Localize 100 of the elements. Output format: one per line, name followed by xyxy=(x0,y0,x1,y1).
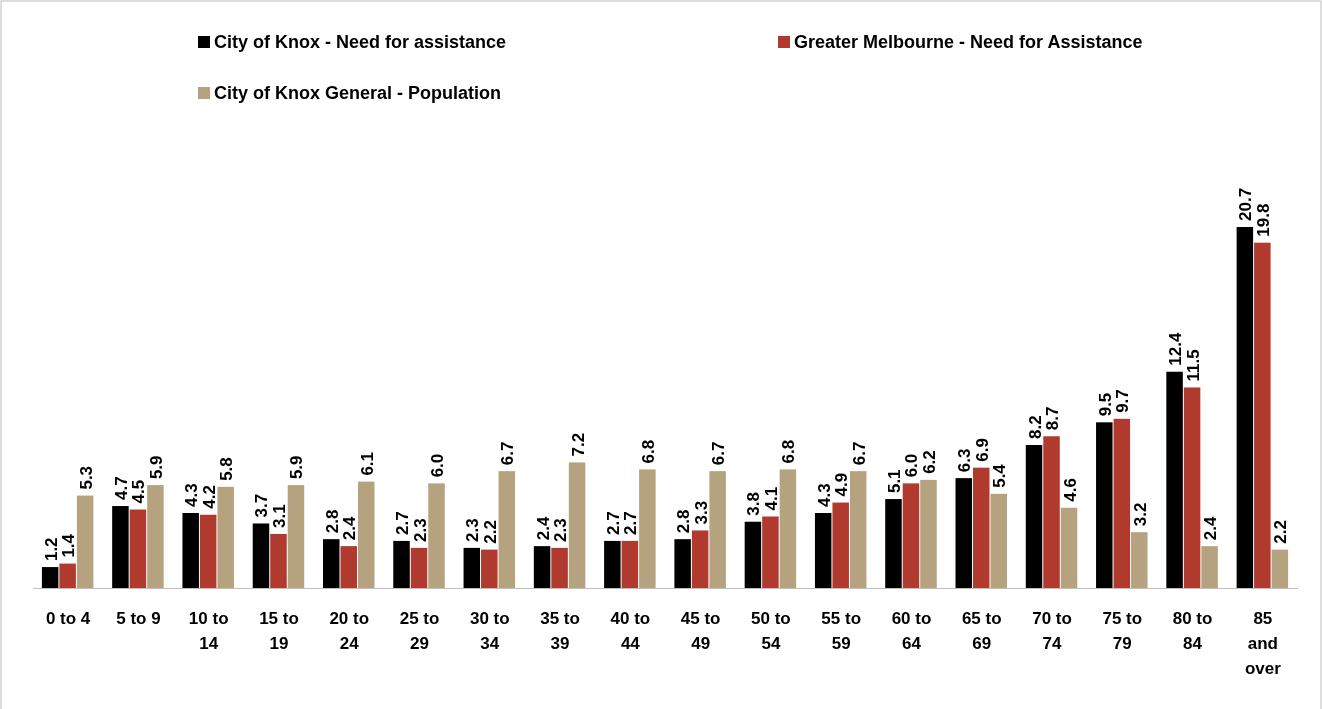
data-label: 2.7 xyxy=(393,511,413,535)
bar xyxy=(1060,507,1078,588)
data-label: 6.0 xyxy=(902,453,922,478)
bar xyxy=(41,567,59,588)
bar xyxy=(1096,422,1113,588)
bar xyxy=(340,546,357,588)
data-label: 20.7 xyxy=(1236,187,1256,221)
x-tick-label: 5 to 9 xyxy=(116,609,161,628)
bar xyxy=(885,499,902,588)
x-tick-label: 80 to 84 xyxy=(1172,609,1213,653)
bar xyxy=(990,493,1007,588)
data-label: 8.7 xyxy=(1043,406,1063,431)
x-tick-label: 75 to 79 xyxy=(1102,609,1143,653)
data-label: 3.7 xyxy=(252,493,272,518)
x-tick-label: 15 to 19 xyxy=(259,609,299,653)
x-tick-label: 40 to 44 xyxy=(610,609,651,653)
data-label: 7.2 xyxy=(568,432,588,457)
data-label: 4.6 xyxy=(1060,478,1080,502)
bar xyxy=(1183,387,1201,588)
bar xyxy=(674,539,691,588)
bar xyxy=(59,563,76,588)
bar xyxy=(709,471,726,588)
bar xyxy=(358,481,375,588)
bar xyxy=(1166,371,1183,588)
bar xyxy=(129,509,147,588)
x-tick-label: 20 to 24 xyxy=(329,609,370,653)
data-label: 3.3 xyxy=(691,500,711,525)
x-tick-label: 35 to 39 xyxy=(540,609,580,653)
data-label: 6.9 xyxy=(972,438,992,462)
data-label: 4.3 xyxy=(182,483,202,508)
data-label: 2.3 xyxy=(551,518,571,542)
x-tick-label: 70 to 74 xyxy=(1032,609,1072,653)
data-label: 6.7 xyxy=(849,441,869,466)
data-label: 4.7 xyxy=(111,476,131,501)
data-label: 6.3 xyxy=(955,448,975,473)
data-label: 3.2 xyxy=(1130,502,1150,527)
x-tick-label: 50 to 54 xyxy=(751,609,791,653)
legend-label: Greater Melbourne - Need for Assistance xyxy=(794,32,1143,52)
x-tick-label: 85 and over xyxy=(1244,609,1282,678)
x-tick-label: 45 to 49 xyxy=(680,609,721,653)
bar xyxy=(112,506,129,588)
bar xyxy=(287,485,305,588)
x-tick-label: 30 to 34 xyxy=(469,609,510,653)
data-label: 3.1 xyxy=(269,504,289,528)
bar xyxy=(762,516,779,588)
data-label: 4.9 xyxy=(832,472,852,497)
bar xyxy=(323,539,340,588)
bar xyxy=(463,547,481,588)
bar xyxy=(1201,546,1218,588)
data-label: 8.2 xyxy=(1025,415,1045,439)
data-label: 2.3 xyxy=(463,518,483,542)
bar xyxy=(1254,242,1271,588)
data-label: 9.7 xyxy=(1113,389,1133,413)
bar xyxy=(270,533,287,588)
data-label: 19.8 xyxy=(1253,203,1273,237)
data-label: 5.1 xyxy=(884,469,904,494)
data-label: 6.8 xyxy=(779,439,799,464)
data-label: 2.4 xyxy=(533,515,553,541)
bar xyxy=(1271,549,1289,588)
data-label: 5.9 xyxy=(287,455,307,480)
bar xyxy=(604,540,621,588)
bar xyxy=(428,483,445,588)
legend-label: City of Knox - Need for assistance xyxy=(214,32,507,52)
data-label: 2.4 xyxy=(1201,515,1221,541)
data-label: 2.7 xyxy=(621,511,641,535)
data-label: 2.8 xyxy=(674,509,694,534)
data-label: 4.1 xyxy=(761,486,781,511)
bar xyxy=(744,521,762,588)
bar xyxy=(973,467,990,588)
data-label: 2.4 xyxy=(340,515,360,541)
data-label: 6.0 xyxy=(428,453,448,478)
bar xyxy=(76,495,94,588)
bar xyxy=(1113,418,1131,588)
bar xyxy=(1025,445,1043,588)
data-label: 4.2 xyxy=(199,485,219,509)
data-label: 9.5 xyxy=(1095,392,1115,417)
bar xyxy=(691,530,709,588)
data-label: 3.8 xyxy=(744,492,764,516)
data-label: 2.2 xyxy=(480,519,500,544)
bar xyxy=(849,471,867,588)
data-label: 6.7 xyxy=(498,441,518,466)
bar xyxy=(1043,436,1060,588)
data-label: 1.2 xyxy=(41,537,61,562)
bar xyxy=(779,469,797,588)
bar xyxy=(182,513,199,588)
bar xyxy=(1131,532,1148,588)
data-label: 2.3 xyxy=(410,518,430,542)
data-label: 5.3 xyxy=(76,465,96,490)
data-label: 12.4 xyxy=(1166,332,1186,366)
bar xyxy=(832,502,849,588)
bar xyxy=(902,483,920,588)
bar xyxy=(481,549,498,588)
x-tick-label: 25 to 29 xyxy=(399,609,440,653)
bar xyxy=(814,513,832,588)
bar xyxy=(147,485,164,588)
data-label: 4.3 xyxy=(814,483,834,508)
data-label: 6.7 xyxy=(709,441,729,466)
bar xyxy=(217,486,234,588)
data-label: 6.2 xyxy=(919,450,939,474)
data-label: 6.8 xyxy=(638,439,658,464)
